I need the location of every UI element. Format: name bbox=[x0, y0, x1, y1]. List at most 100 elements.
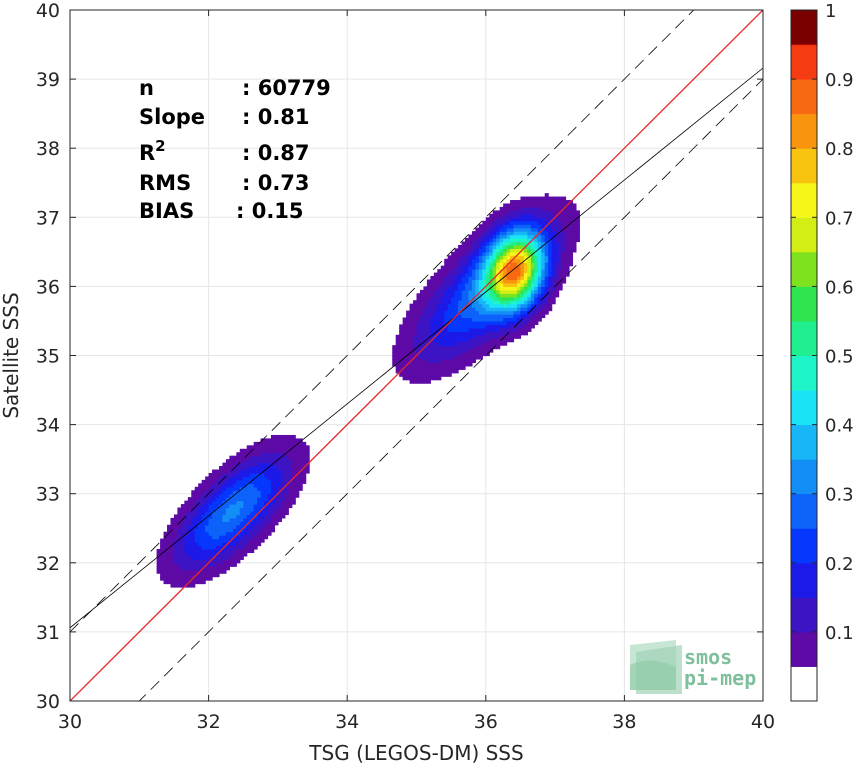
density-cell bbox=[163, 569, 168, 574]
density-cell bbox=[485, 334, 490, 339]
density-cell bbox=[499, 231, 504, 236]
density-cell bbox=[465, 324, 470, 329]
density-cell bbox=[492, 320, 497, 326]
density-cell bbox=[208, 542, 213, 547]
density-cell bbox=[288, 486, 293, 491]
colorbar-segment bbox=[791, 286, 817, 322]
density-cell bbox=[426, 293, 431, 298]
density-cell bbox=[423, 372, 428, 377]
density-cell bbox=[537, 269, 542, 274]
density-cell bbox=[530, 307, 535, 312]
density-cell bbox=[458, 314, 463, 319]
density-cell bbox=[440, 341, 445, 346]
density-cell bbox=[191, 552, 196, 557]
density-cell bbox=[506, 244, 511, 249]
density-cell bbox=[215, 479, 220, 484]
density-cell bbox=[167, 566, 172, 571]
density-cell bbox=[215, 476, 220, 481]
density-cell bbox=[250, 493, 255, 498]
density-cell bbox=[478, 272, 483, 277]
density-cell bbox=[496, 210, 501, 215]
density-cell bbox=[489, 327, 494, 332]
density-cell bbox=[243, 535, 248, 540]
density-cell bbox=[440, 282, 445, 287]
density-cell bbox=[284, 459, 289, 464]
density-cell bbox=[201, 555, 206, 560]
density-cell bbox=[523, 262, 528, 267]
density-cell bbox=[229, 486, 234, 491]
density-cell bbox=[523, 331, 528, 336]
density-cell bbox=[267, 517, 272, 522]
density-cell bbox=[468, 324, 473, 329]
density-cell bbox=[243, 479, 248, 484]
density-cell bbox=[260, 538, 265, 543]
density-cell bbox=[402, 362, 407, 367]
density-cell bbox=[510, 331, 515, 336]
density-cell bbox=[274, 486, 279, 491]
density-cell bbox=[173, 559, 179, 564]
density-cell bbox=[281, 441, 286, 446]
density-cell bbox=[530, 206, 535, 211]
density-cell bbox=[163, 531, 168, 536]
density-cell bbox=[485, 293, 490, 298]
density-cell bbox=[257, 469, 262, 474]
density-cell bbox=[170, 524, 175, 529]
density-cell bbox=[468, 352, 473, 357]
density-cell bbox=[478, 334, 483, 339]
density-cell bbox=[516, 258, 522, 263]
density-cell bbox=[243, 514, 248, 519]
density-cell bbox=[395, 338, 400, 343]
density-cell bbox=[478, 338, 483, 343]
density-cell bbox=[565, 248, 570, 253]
density-cell bbox=[440, 365, 445, 370]
density-cell bbox=[482, 231, 487, 236]
density-cell bbox=[572, 248, 577, 253]
density-cell bbox=[534, 269, 539, 274]
density-cell bbox=[232, 524, 237, 529]
density-cell bbox=[281, 500, 286, 505]
density-cell bbox=[458, 248, 463, 253]
density-cell bbox=[218, 472, 224, 478]
density-cell bbox=[232, 538, 237, 543]
density-cell bbox=[433, 352, 438, 357]
density-cell bbox=[180, 552, 185, 557]
density-cell bbox=[489, 269, 494, 274]
density-cell bbox=[184, 569, 189, 574]
density-cell bbox=[218, 542, 224, 547]
density-cell bbox=[444, 282, 449, 287]
density-cell bbox=[506, 231, 511, 236]
density-cell bbox=[270, 479, 276, 484]
density-cell bbox=[222, 507, 227, 512]
density-cell bbox=[243, 476, 248, 481]
density-cell bbox=[257, 504, 262, 509]
density-cell bbox=[225, 545, 230, 550]
density-cell bbox=[461, 314, 466, 319]
density-cell bbox=[267, 531, 272, 536]
density-cell bbox=[399, 341, 404, 346]
density-cell bbox=[426, 286, 431, 291]
density-cell bbox=[208, 517, 213, 522]
density-cell bbox=[499, 272, 504, 277]
density-cell bbox=[218, 510, 224, 516]
density-cell bbox=[198, 486, 203, 491]
density-cell bbox=[468, 307, 473, 312]
density-cell bbox=[506, 269, 511, 274]
density-cell bbox=[568, 227, 574, 232]
density-cell bbox=[406, 352, 411, 357]
density-cell bbox=[523, 231, 528, 236]
density-cell bbox=[191, 583, 196, 588]
density-cell bbox=[194, 514, 199, 519]
density-cell bbox=[257, 483, 262, 488]
density-cell bbox=[274, 469, 279, 474]
density-cell bbox=[499, 210, 504, 215]
density-cell bbox=[537, 224, 542, 229]
density-cell bbox=[232, 483, 237, 488]
density-cell bbox=[281, 497, 286, 502]
density-cell bbox=[503, 289, 508, 294]
density-cell bbox=[180, 555, 185, 560]
density-cell bbox=[458, 338, 463, 343]
density-cell bbox=[478, 341, 483, 346]
density-cell bbox=[433, 303, 438, 308]
density-cell bbox=[222, 548, 227, 554]
density-cell bbox=[194, 562, 199, 567]
